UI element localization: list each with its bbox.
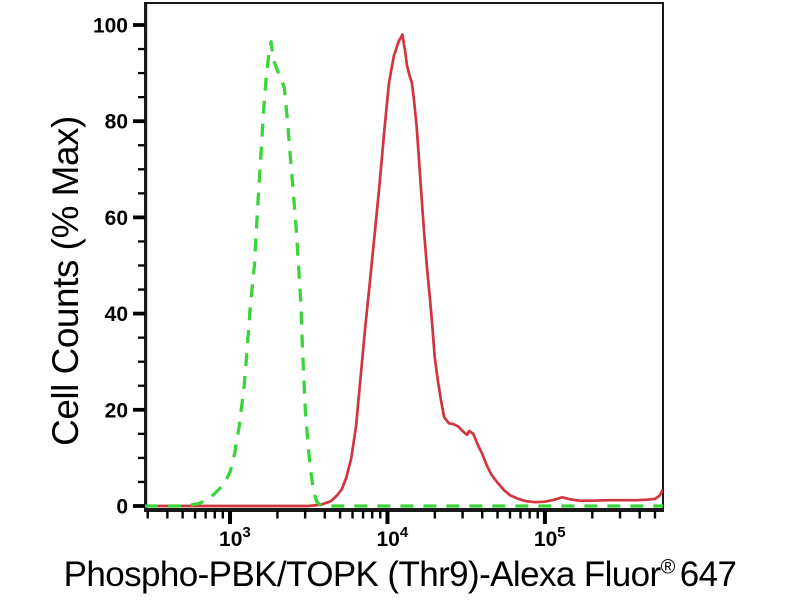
plot-frame (144, 2, 664, 512)
x-tick-label: 103 (219, 524, 251, 551)
x-tick-label: 105 (534, 524, 566, 551)
y-tick-label: 20 (105, 399, 128, 422)
y-axis-title: Cell Counts (% Max) (45, 116, 86, 446)
x-axis-title-suffix: 647 (679, 555, 737, 594)
y-tick-label: 100 (93, 15, 128, 38)
y-tick-label: 40 (105, 303, 128, 326)
x-axis-title-main: Phospho-PBK/TOPK (Thr9)-Alexa Fluor (63, 555, 662, 594)
y-tick-label: 0 (116, 496, 128, 519)
series-control-green-dashed (145, 40, 663, 508)
x-axis-title: Phospho-PBK/TOPK (Thr9)-Alexa Fluor® 647 (0, 555, 800, 595)
registered-trademark-icon: ® (660, 556, 676, 579)
y-tick-label: 60 (105, 207, 128, 230)
y-tick-label: 80 (105, 111, 128, 134)
x-tick-label: 104 (376, 524, 408, 551)
series-sample-red-solid (145, 33, 663, 508)
